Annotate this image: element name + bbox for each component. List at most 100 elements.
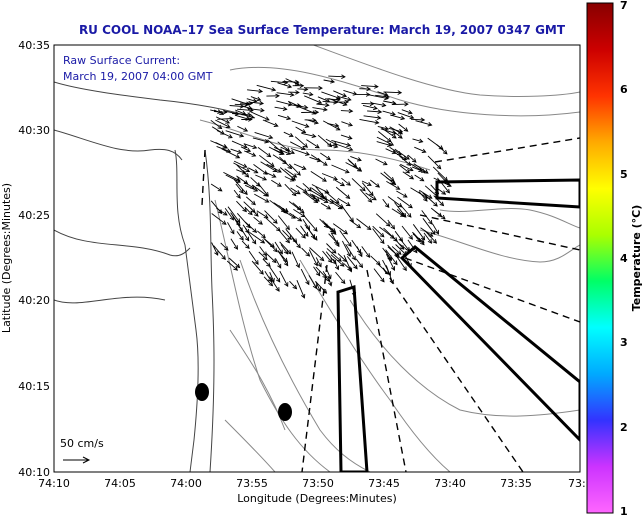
current-vector bbox=[308, 249, 318, 266]
beam-south bbox=[336, 285, 369, 472]
buoy-marker bbox=[278, 403, 292, 421]
current-vector bbox=[300, 225, 309, 237]
current-vector-head bbox=[398, 128, 404, 134]
current-vector-head bbox=[349, 217, 354, 223]
current-vector-head bbox=[251, 239, 257, 245]
current-vector-head bbox=[347, 242, 352, 247]
current-vector-head bbox=[283, 261, 289, 267]
current-vector-head bbox=[334, 122, 340, 128]
current-vector-head bbox=[423, 169, 429, 174]
current-vector-head bbox=[262, 251, 267, 257]
current-vector-head bbox=[296, 243, 301, 249]
current-vector-head bbox=[319, 194, 325, 199]
current-vector-head bbox=[277, 182, 282, 187]
current-vector bbox=[298, 106, 316, 115]
colorbar-tick-label: 5 bbox=[620, 168, 628, 181]
current-vector bbox=[323, 190, 340, 204]
current-vector-head bbox=[384, 203, 390, 209]
current-vector bbox=[399, 155, 411, 166]
current-vector-head bbox=[399, 245, 405, 250]
current-vector bbox=[227, 206, 241, 223]
current-vector bbox=[368, 94, 389, 100]
current-vector-head bbox=[398, 134, 403, 139]
coastline-east bbox=[204, 149, 215, 472]
current-vector-head bbox=[286, 150, 291, 155]
current-vector bbox=[246, 98, 257, 102]
current-vector-head bbox=[222, 109, 228, 115]
current-vector bbox=[234, 103, 248, 106]
current-vector-head bbox=[283, 209, 289, 214]
current-vector-head bbox=[295, 90, 300, 95]
current-vector-head bbox=[323, 198, 329, 204]
current-vector-head bbox=[345, 194, 351, 200]
current-vector-head bbox=[277, 263, 282, 269]
colorbar-tick-label: 6 bbox=[620, 83, 628, 96]
current-vector-head bbox=[408, 235, 413, 240]
sector-line bbox=[201, 149, 206, 206]
current-vector bbox=[230, 238, 238, 250]
current-vector bbox=[402, 171, 414, 180]
current-vector bbox=[388, 127, 403, 133]
contour-5 bbox=[299, 259, 451, 472]
current-vector bbox=[293, 209, 306, 217]
current-vector-head bbox=[239, 235, 244, 241]
current-vector-head bbox=[420, 235, 426, 241]
current-vector bbox=[385, 176, 395, 185]
current-vector bbox=[375, 94, 389, 98]
current-vector bbox=[279, 270, 289, 287]
current-vector bbox=[324, 223, 337, 235]
current-vector-head bbox=[290, 149, 295, 155]
current-vector-head bbox=[221, 255, 226, 261]
current-vector bbox=[277, 250, 289, 266]
current-vector bbox=[328, 97, 347, 106]
current-vector bbox=[383, 100, 396, 104]
current-vector bbox=[423, 232, 432, 244]
current-vector-head bbox=[446, 182, 452, 187]
current-vector-head bbox=[401, 213, 407, 218]
current-vector bbox=[383, 91, 402, 94]
current-vector-head bbox=[340, 181, 345, 187]
current-vector-head bbox=[301, 165, 307, 170]
current-vector bbox=[310, 171, 327, 182]
current-vector-head bbox=[292, 238, 298, 244]
current-vector-head bbox=[296, 171, 301, 176]
current-vector bbox=[326, 243, 337, 254]
current-vector-head bbox=[273, 247, 278, 253]
current-vector bbox=[321, 173, 338, 180]
current-vector bbox=[240, 113, 255, 119]
current-vector-head bbox=[400, 115, 406, 121]
current-vector bbox=[264, 171, 276, 178]
current-vector-head bbox=[259, 100, 265, 106]
current-vector bbox=[236, 231, 244, 241]
current-vector-head bbox=[326, 155, 332, 161]
current-vector-head bbox=[409, 114, 415, 120]
current-vector-head bbox=[385, 222, 391, 227]
current-vector-head bbox=[313, 227, 318, 232]
current-vector bbox=[254, 131, 273, 139]
current-vector-head bbox=[339, 262, 345, 267]
y-axis-label: Latitude (Degrees:Minutes) bbox=[0, 183, 13, 333]
current-vector bbox=[291, 120, 309, 128]
current-vector bbox=[320, 152, 331, 160]
current-vector-head bbox=[256, 96, 262, 102]
current-vector bbox=[280, 244, 288, 255]
current-vector-head bbox=[440, 214, 446, 220]
current-vector-head bbox=[374, 120, 380, 125]
current-vector-head bbox=[308, 91, 314, 97]
current-vector bbox=[337, 198, 351, 206]
current-vector-head bbox=[352, 162, 358, 168]
antenna-beam-outlines bbox=[336, 178, 580, 472]
current-vector bbox=[395, 244, 407, 256]
current-vector bbox=[415, 120, 432, 126]
current-vector bbox=[262, 119, 278, 127]
current-vector bbox=[211, 242, 219, 256]
current-vector bbox=[339, 230, 352, 247]
current-vector-head bbox=[380, 277, 385, 283]
current-vector-head bbox=[333, 176, 338, 181]
current-vector-head bbox=[331, 230, 337, 235]
current-vector-head bbox=[330, 79, 336, 84]
current-vector bbox=[236, 200, 247, 212]
current-vector-head bbox=[244, 172, 250, 178]
current-vector-head bbox=[251, 200, 256, 206]
coastline-bay bbox=[54, 129, 183, 161]
